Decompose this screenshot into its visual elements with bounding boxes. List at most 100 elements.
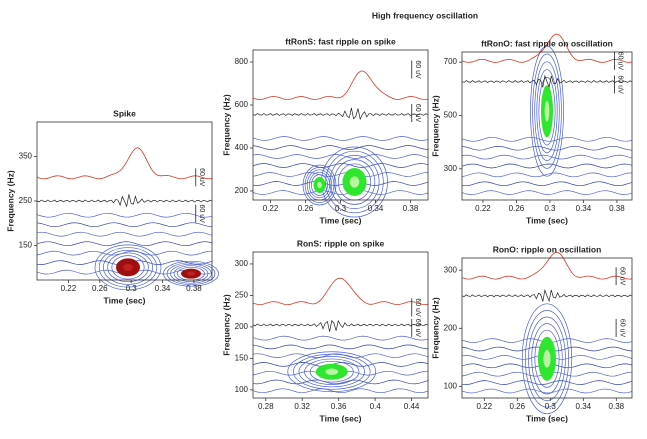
y-tick-label: 150 (235, 353, 249, 362)
scale-label: 60 uV (414, 298, 421, 317)
x-tick-label: 0.22 (476, 402, 492, 411)
x-tick-label: 0.3 (126, 284, 138, 293)
y-tick-label: 350 (19, 152, 33, 161)
contour-line (36, 241, 213, 247)
x-tick-label: 0.34 (576, 204, 592, 213)
x-tick-label: 0.3 (544, 204, 556, 213)
contour-ring (111, 255, 145, 280)
x-tick-label: 0.34 (368, 204, 384, 213)
scale-label: 60 uV (198, 204, 205, 223)
power-core (544, 100, 550, 122)
contour-ring (166, 262, 216, 286)
contour-ring (304, 358, 360, 385)
panel-title: Spike (113, 108, 136, 118)
contour-line (461, 190, 633, 195)
x-tick-label: 0.3 (335, 204, 347, 213)
y-tick-label: 300 (235, 259, 249, 268)
y-tick-label: 800 (235, 57, 249, 66)
contour-ring (536, 69, 558, 154)
x-tick-label: 0.32 (294, 402, 310, 411)
black-trace (461, 288, 633, 303)
panel: 60 uV 60 uV 0.22 0.26 0.3 0.34 0.38 150 250 350 Sp… (5, 108, 219, 305)
contour-line (36, 212, 213, 218)
x-tick-label: 0.3 (545, 402, 557, 411)
plot-area (253, 50, 428, 200)
y-tick-label: 150 (19, 240, 33, 249)
x-tick-label: 0.38 (186, 284, 202, 293)
x-tick-label: 0.26 (298, 204, 314, 213)
scale-label: 60 uV (617, 75, 624, 94)
contour-ring (103, 249, 153, 285)
x-tick-label: 0.44 (404, 402, 420, 411)
red-trace (461, 33, 633, 63)
contour-ring (534, 329, 560, 388)
panel-title: RonO: ripple on oscillation (493, 244, 602, 254)
y-tick-label: 300 (444, 164, 458, 173)
contour-line (461, 145, 633, 151)
red-trace (36, 147, 213, 180)
contour-ring (304, 167, 335, 203)
x-tick-label: 0.26 (509, 204, 525, 213)
panel: 60 uV 60 uV 0.28 0.32 0.36 0.4 0.44 100 150 200 25… (221, 238, 429, 423)
contour-line (36, 231, 213, 237)
contour-ring (173, 265, 209, 283)
black-trace (36, 194, 213, 208)
scale-label: 60 uV (414, 60, 421, 79)
x-tick-label: 0.38 (609, 204, 625, 213)
contour-ring (163, 260, 219, 287)
power-core (187, 271, 195, 276)
x-tick-label: 0.28 (258, 402, 274, 411)
contour-ring (538, 77, 556, 146)
contour-ring (98, 247, 158, 288)
y-axis-label: Frequency (Hz) (5, 170, 15, 232)
contour-ring (302, 164, 337, 206)
red-trace (252, 277, 429, 306)
y-tick-label: 600 (235, 100, 249, 109)
contour-ring (329, 155, 380, 209)
contour-line (461, 136, 633, 142)
y-tick-label: 500 (444, 111, 458, 120)
x-axis-label: Time (sec) (320, 413, 362, 423)
contour-line (252, 335, 429, 341)
contour-ring (107, 252, 149, 283)
x-axis-label: Time (sec) (320, 215, 362, 225)
contour-line (461, 181, 633, 187)
x-tick-label: 0.34 (576, 402, 592, 411)
y-tick-label: 100 (235, 385, 249, 394)
x-axis-label: Time (sec) (526, 215, 568, 225)
black-trace (252, 319, 429, 332)
contour-ring (94, 244, 162, 291)
contour-ring (308, 171, 331, 199)
contour-line (461, 172, 633, 178)
x-tick-label: 0.4 (370, 402, 382, 411)
plot-frame (461, 51, 633, 201)
y-tick-label: 300 (444, 265, 458, 274)
x-tick-label: 0.34 (155, 284, 171, 293)
red-trace (461, 251, 633, 280)
y-tick-label: 250 (235, 291, 249, 300)
y-tick-label: 700 (444, 57, 458, 66)
y-tick-label: 250 (19, 196, 33, 205)
contour-ring (521, 303, 573, 415)
x-tick-label: 0.22 (263, 204, 279, 213)
figure-title: High frequency oscillation (372, 10, 478, 20)
y-axis-label: Frequency (Hz) (430, 95, 440, 157)
y-tick-label: 200 (235, 186, 249, 195)
y-axis-label: Frequency (Hz) (221, 294, 231, 356)
x-axis-label: Time (sec) (104, 295, 146, 305)
scale-label: 60 uV (618, 267, 625, 286)
contour-line (461, 163, 633, 169)
y-axis-label: Frequency (Hz) (221, 94, 231, 156)
black-trace (461, 74, 633, 89)
contour-line (252, 388, 429, 394)
plot-frame (252, 251, 429, 399)
panel: 60 uV 60 uV 0.22 0.26 0.3 0.34 0.38 100 200 300 Ro… (430, 244, 633, 423)
scale-label: 60 uV (618, 319, 625, 338)
contour-line (252, 172, 429, 177)
contour-ring (287, 351, 377, 393)
panel: 60 uV 60 uV 0.22 0.26 0.3 0.34 0.38 200 400 600 80… (221, 36, 429, 225)
contour-line (461, 380, 633, 385)
contour-line (252, 136, 429, 141)
contour-line (252, 190, 429, 195)
x-tick-label: 0.36 (331, 402, 347, 411)
